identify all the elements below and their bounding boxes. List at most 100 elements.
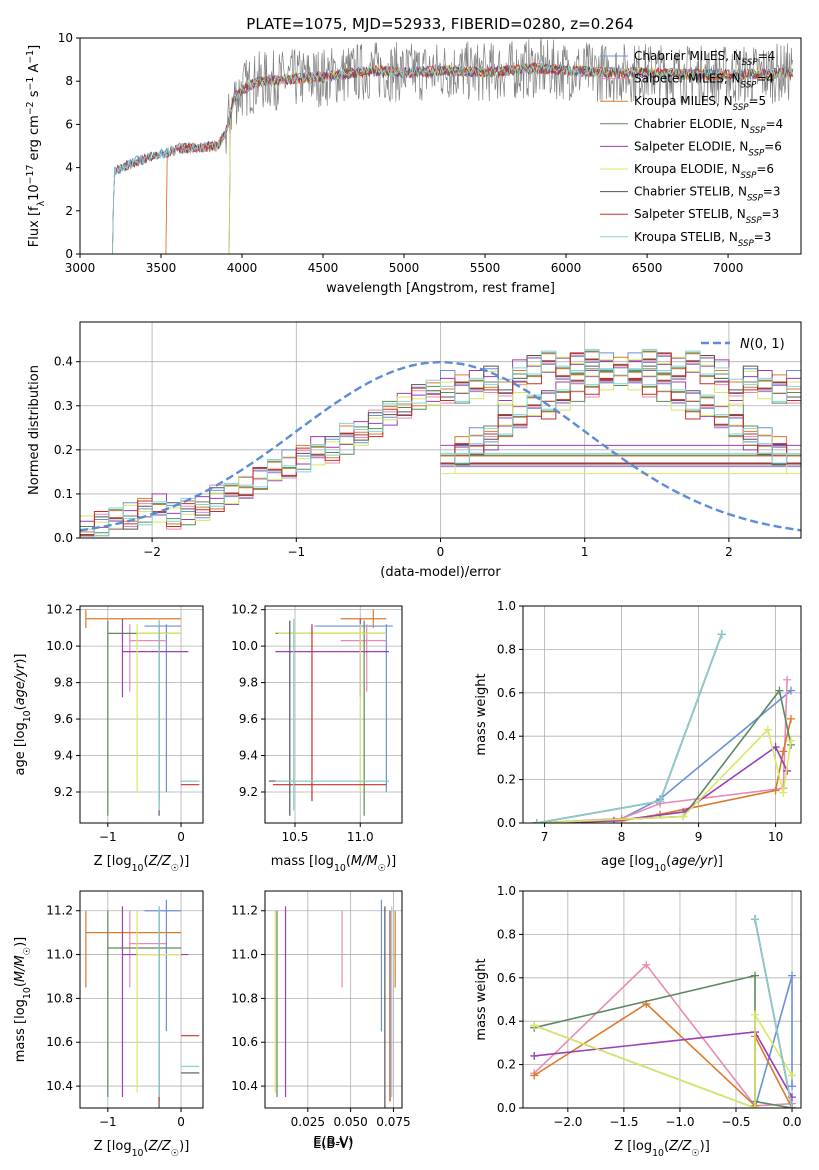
y-tick-label: 9.2 [239,785,258,799]
x-tick-label: −2 [143,545,161,559]
legend: Chabrier MILES, NSSP=4 Salpeter MILES, NS… [600,49,783,249]
y-tick-label: 0.0 [497,816,516,830]
plot-area [274,899,396,1108]
model-spectrum [112,61,794,254]
x-axis-label: Z [log10(Z/Z☉)] [614,1139,710,1159]
weight-point [783,675,792,684]
legend-label: Salpeter STELIB, NSSP=3 [634,207,779,226]
x-axis-label: E(B-V) [313,1135,353,1150]
x-tick-label: −1.0 [665,1115,694,1129]
legend-label: Chabrier STELIB, NSSP=3 [634,185,781,204]
y-tick-label: 11.0 [231,948,258,962]
x-tick-label: 6000 [551,261,582,275]
y-tick-label: 10.4 [46,1079,73,1093]
gaussian-reference-curve [80,360,801,532]
weight-point [751,1010,760,1019]
chart-massweight-vs-z: −2.0 −1.5 −1.0 −0.5 0.0 0.0 0.2 0.4 0.6 0.8 1.0 Z [… [474,884,802,1159]
weight-point [771,786,780,795]
weight-point [786,714,795,723]
x-tick-label: 7000 [713,261,744,275]
x-tick-label: −0.5 [721,1115,750,1129]
x-tick-label: 2 [725,545,733,559]
model-spectrum [112,62,794,254]
y-tick-label: 0 [65,247,73,261]
plot-area [85,899,200,1108]
weight-point [786,736,795,745]
weight-point [642,960,651,969]
y-tick-label: 8 [65,74,73,88]
y-axis-label: mass weight [474,958,489,1040]
y-axis-label: age [log10(age/yr)] [13,653,33,775]
legend: N(0, 1) [701,337,785,352]
figure-title: PLATE=1075, MJD=52933, FIBERID=0280, z=0… [246,15,633,33]
x-axis-label: wavelength [Angstrom, rest frame] [326,281,555,296]
x-axis-label: mass [log10(M/M☉)] [271,854,397,874]
x-tick-label: 11.0 [347,830,374,844]
y-tick-label: 0.3 [54,399,73,413]
y-tick-label: 11.0 [46,948,73,962]
weight-series-line [536,728,792,823]
y-tick-label: 11.2 [46,904,73,918]
y-tick-label: 0.8 [497,927,516,941]
legend-label: Chabrier ELODIE, NSSP=4 [634,117,783,136]
weight-point [788,971,797,980]
chart-age-vs-mass: 10.5 11.0 9.2 9.4 9.6 9.8 10.0 10.2 mass [log10(… [231,603,403,874]
y-tick-label: 10.0 [231,639,258,653]
y-tick-label: 10.8 [46,991,73,1005]
histogram-series [80,350,801,538]
x-tick-label: 0 [177,830,185,844]
axes-frame [79,890,204,1109]
x-tick-label: 5500 [470,261,501,275]
y-axis-label: Flux [fλ10−17 erg cm−2 s−1 A−1] [25,45,47,247]
histogram-series [80,352,801,538]
weight-point [679,812,688,821]
x-tick-label: 0 [177,1115,185,1129]
chart-mass-vs-z: −1 0 10.4 10.6 10.8 11.0 11.2 Z [log10(Z/Z☉)] ma… [13,890,204,1159]
y-tick-label: 9.6 [239,712,258,726]
weight-point [788,1071,797,1080]
y-tick-label: 0.0 [497,1101,516,1115]
legend-label: Kroupa MILES, NSSP=5 [634,94,766,113]
weight-point [530,1051,539,1060]
weight-point [609,816,618,823]
y-tick-label: 0.6 [497,686,516,700]
y-tick-label: 0.2 [497,773,516,787]
y-tick-label: 6 [65,117,73,131]
plot-area [80,348,801,538]
x-tick-label: 3500 [146,261,177,275]
x-axis-label: (data-model)/error [380,565,501,580]
weight-series-line [754,919,793,1108]
model-spectrum [228,62,794,254]
chart-massweight-vs-age: 7 8 9 10 0.0 0.2 0.4 0.6 0.8 1.0 age [log10(age/yr… [474,599,802,874]
y-tick-label: 0.2 [497,1058,516,1072]
histogram-series [80,353,801,538]
histogram-series [80,351,801,538]
model-spectrum [228,63,794,254]
y-tick-label: 9.8 [239,676,258,690]
weight-point [751,971,760,980]
weight-series-line [533,1011,793,1108]
legend-label: N(0, 1) [740,337,785,352]
y-tick-label: 0.0 [54,531,73,545]
weight-point [530,1021,539,1030]
y-tick-label: 10 [58,31,73,45]
y-tick-label: 11.2 [231,904,258,918]
plot-area [530,915,797,1108]
histogram-series [80,356,801,538]
model-spectrum [228,62,794,254]
x-tick-label: 8 [618,830,626,844]
weight-point [532,819,541,823]
x-tick-label: 3000 [65,261,96,275]
axes-frame [264,890,403,1109]
x-tick-label: 5000 [389,261,420,275]
x-tick-label: 1 [581,545,589,559]
weight-point [779,747,788,756]
weight-series-line [536,633,723,823]
weight-point [751,915,760,924]
y-tick-label: 10.2 [231,603,258,617]
x-axis-label: Z [log10(Z/Z☉)] [94,1139,190,1159]
x-tick-label: 7 [541,830,549,844]
weight-series-line [533,963,793,1107]
y-tick-label: 10.6 [231,1035,258,1049]
model-spectrum [112,62,794,254]
